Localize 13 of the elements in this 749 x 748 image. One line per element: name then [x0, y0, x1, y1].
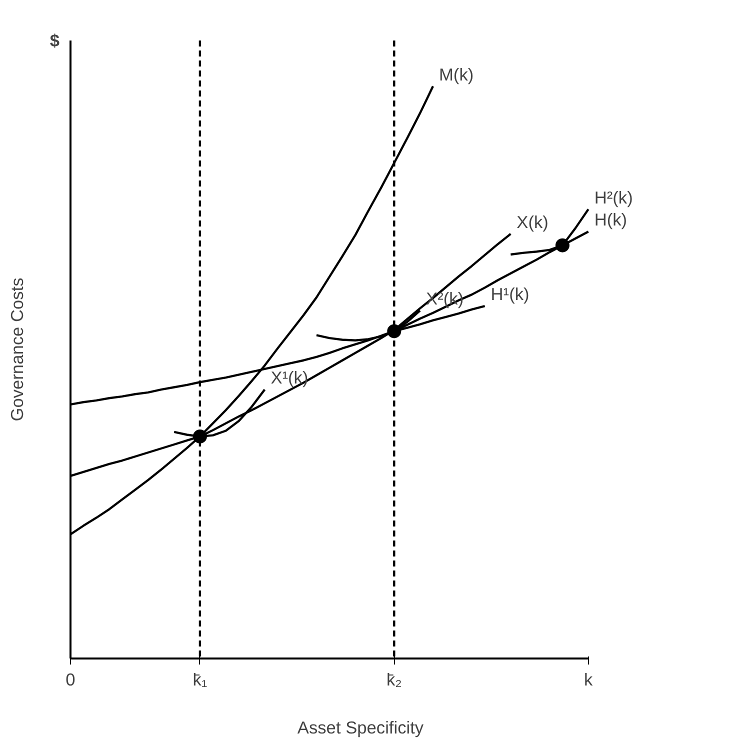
x-tick-label: k̄₁ [192, 670, 208, 690]
x-tick-label: k̄₂ [386, 670, 402, 690]
text: $ [50, 30, 60, 50]
series-label: H¹(k) [490, 284, 530, 304]
series-label: X(k) [516, 212, 548, 232]
series-label: H²(k) [594, 187, 633, 208]
series-label: X¹(k) [270, 368, 308, 388]
x-tick-label: k [584, 670, 594, 690]
series-label: H(k) [594, 210, 628, 230]
x-axis-title: Asset Specificity [297, 718, 424, 738]
series-label: M(k) [439, 64, 474, 84]
x-tick-label: 0 [66, 670, 76, 690]
y-axis-title: Governance Costs [6, 277, 27, 422]
